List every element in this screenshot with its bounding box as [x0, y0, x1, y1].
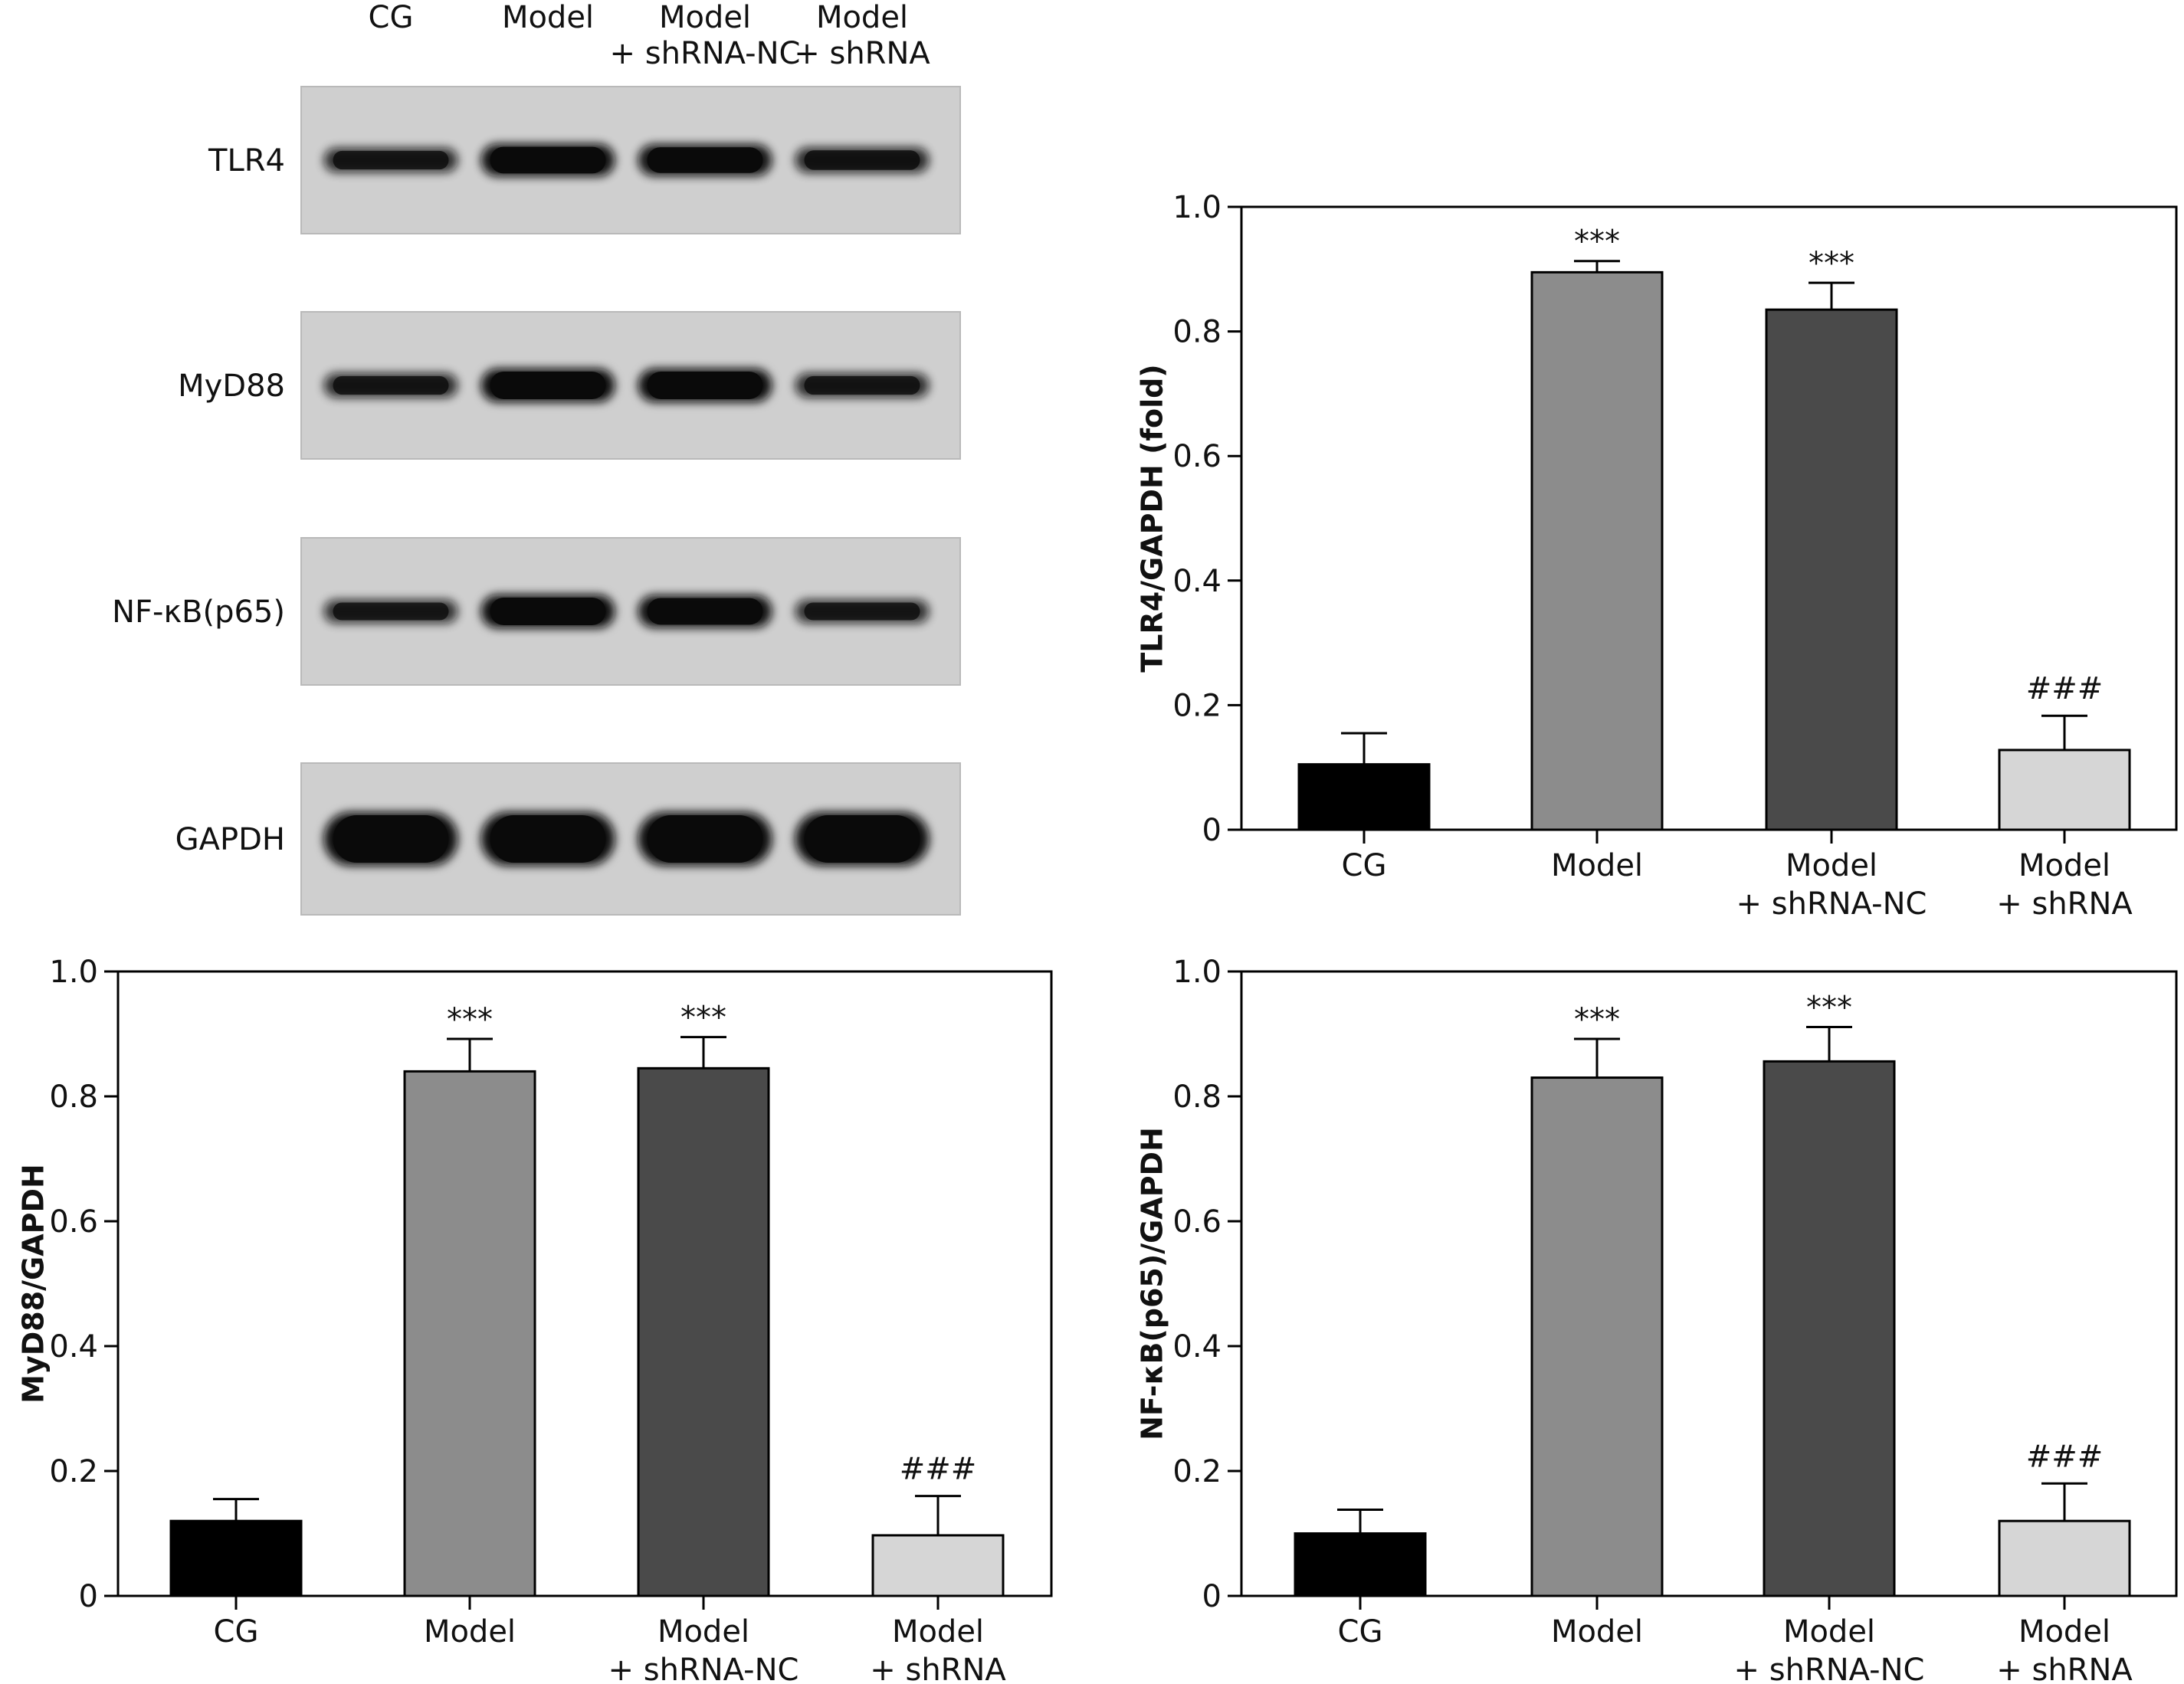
blot-band-core — [333, 815, 449, 863]
blot-band-core — [647, 815, 763, 863]
plot-frame — [1240, 970, 2178, 1597]
x-tick-label: + shRNA — [870, 1653, 1006, 1684]
nfkb-bar-chart: 0 0.2 0.4 0.6 0.8 1.0 NF-κB(p65)/GAPDH CG Model *… — [1136, 955, 2178, 1684]
y-axis-label: TLR4/GAPDH (fold) — [1136, 364, 1169, 672]
lane-label: CG — [369, 0, 414, 35]
x-tick-label: + shRNA — [1996, 1653, 2133, 1684]
blot-row-label: GAPDH — [175, 822, 285, 857]
y-tick-label: 0 — [79, 1579, 98, 1614]
blot-row-label: TLR4 — [208, 143, 285, 179]
y-tick-label: 0 — [1202, 1579, 1222, 1614]
blot-band-core — [647, 372, 763, 399]
bar — [1530, 270, 1664, 831]
x-tick-label: Model — [1551, 1614, 1643, 1650]
x-tick-label: + shRNA-NC — [608, 1653, 799, 1684]
y-axis-label: MyD88/GAPDH — [17, 1164, 51, 1404]
bar — [1294, 1532, 1427, 1597]
x-tick-label: Model — [892, 1614, 984, 1650]
bar — [1765, 308, 1898, 831]
tlr4-bar-chart: 0 0.2 0.4 0.6 0.8 1.0 TLR4/GAPDH (fold) CG Model… — [1136, 190, 2178, 922]
x-tick-label: CG — [214, 1614, 259, 1650]
y-tick-label: 1.0 — [1172, 190, 1222, 225]
blot-band-core — [804, 815, 920, 863]
x-tick-label: Model — [657, 1614, 749, 1650]
blot-band-core — [490, 372, 606, 399]
y-tick-label: 0.6 — [1172, 1204, 1222, 1240]
y-tick-label: 0.8 — [1172, 315, 1222, 350]
significance-label: *** — [447, 1002, 493, 1037]
y-tick-label: 1.0 — [1172, 955, 1222, 990]
x-tick-label: + shRNA-NC — [1734, 1653, 1925, 1684]
y-tick-label: 1.0 — [49, 955, 98, 990]
blot-band-core — [647, 598, 763, 625]
significance-label: *** — [1574, 224, 1620, 260]
bar — [1530, 1076, 1664, 1597]
y-tick-label: 0 — [1202, 813, 1222, 848]
significance-label: ### — [900, 1452, 977, 1487]
significance-label: ### — [2026, 1439, 2104, 1474]
blot-band-core — [490, 598, 606, 625]
bar — [1297, 763, 1431, 831]
blot-band-core — [490, 815, 606, 863]
y-tick-label: 0.8 — [49, 1080, 98, 1115]
x-tick-label: Model — [2018, 1614, 2110, 1650]
significance-label: *** — [1574, 1002, 1620, 1037]
blot-band-core — [333, 602, 449, 621]
x-tick-label: Model — [2018, 848, 2110, 883]
blot-band-core — [490, 146, 606, 174]
lane-label: Model — [816, 0, 908, 35]
significance-label: *** — [1806, 991, 1852, 1026]
x-tick-label: Model — [424, 1614, 516, 1650]
blot-band-core — [804, 150, 920, 170]
x-tick-label: + shRNA-NC — [1736, 886, 1927, 922]
x-tick-label: CG — [1342, 848, 1387, 883]
bar — [1763, 1060, 1896, 1597]
lane-label: + shRNA — [794, 36, 930, 71]
bar — [403, 1070, 536, 1597]
y-tick-label: 0.2 — [1172, 688, 1222, 723]
blot-band-core — [647, 147, 763, 173]
y-tick-label: 0.2 — [49, 1454, 98, 1489]
bar — [871, 1534, 1005, 1597]
blot-row-label: MyD88 — [178, 369, 285, 404]
bar — [1998, 749, 2131, 831]
bar — [169, 1519, 303, 1597]
blot-band-core — [804, 602, 920, 621]
significance-label: *** — [1809, 246, 1854, 281]
y-tick-label: 0.2 — [1172, 1454, 1222, 1489]
plot-frame — [1240, 205, 2178, 831]
y-tick-label: 0.4 — [49, 1329, 98, 1365]
y-tick-label: 0.6 — [49, 1204, 98, 1240]
bar — [1998, 1519, 2131, 1597]
significance-label: ### — [2026, 671, 2104, 706]
y-tick-label: 0.4 — [1172, 564, 1222, 599]
y-tick-label: 0.8 — [1172, 1080, 1222, 1115]
lane-label: + shRNA-NC — [610, 36, 801, 71]
y-tick-label: 0.4 — [1172, 1329, 1222, 1365]
blot-band-core — [333, 150, 449, 170]
significance-label: *** — [680, 1001, 726, 1036]
myd88-bar-chart: 0 0.2 0.4 0.6 0.8 1.0 MyD88/GAPDH CG Model *** Mod… — [17, 955, 1053, 1684]
bar — [637, 1066, 770, 1597]
x-tick-label: CG — [1338, 1614, 1383, 1650]
lane-label: Model — [502, 0, 594, 35]
y-tick-label: 0.6 — [1172, 439, 1222, 474]
x-tick-label: + shRNA — [1996, 886, 2133, 922]
lane-label: Model — [659, 0, 751, 35]
x-tick-label: Model — [1551, 848, 1643, 883]
blot-band-core — [333, 375, 449, 395]
x-tick-label: Model — [1786, 848, 1877, 883]
blot-row-label: NF-κB(p65) — [112, 595, 285, 630]
plot-frame — [116, 970, 1053, 1597]
y-axis-label: NF-κB(p65)/GAPDH — [1136, 1127, 1169, 1440]
blot-band-core — [804, 375, 920, 395]
x-tick-label: Model — [1783, 1614, 1875, 1650]
